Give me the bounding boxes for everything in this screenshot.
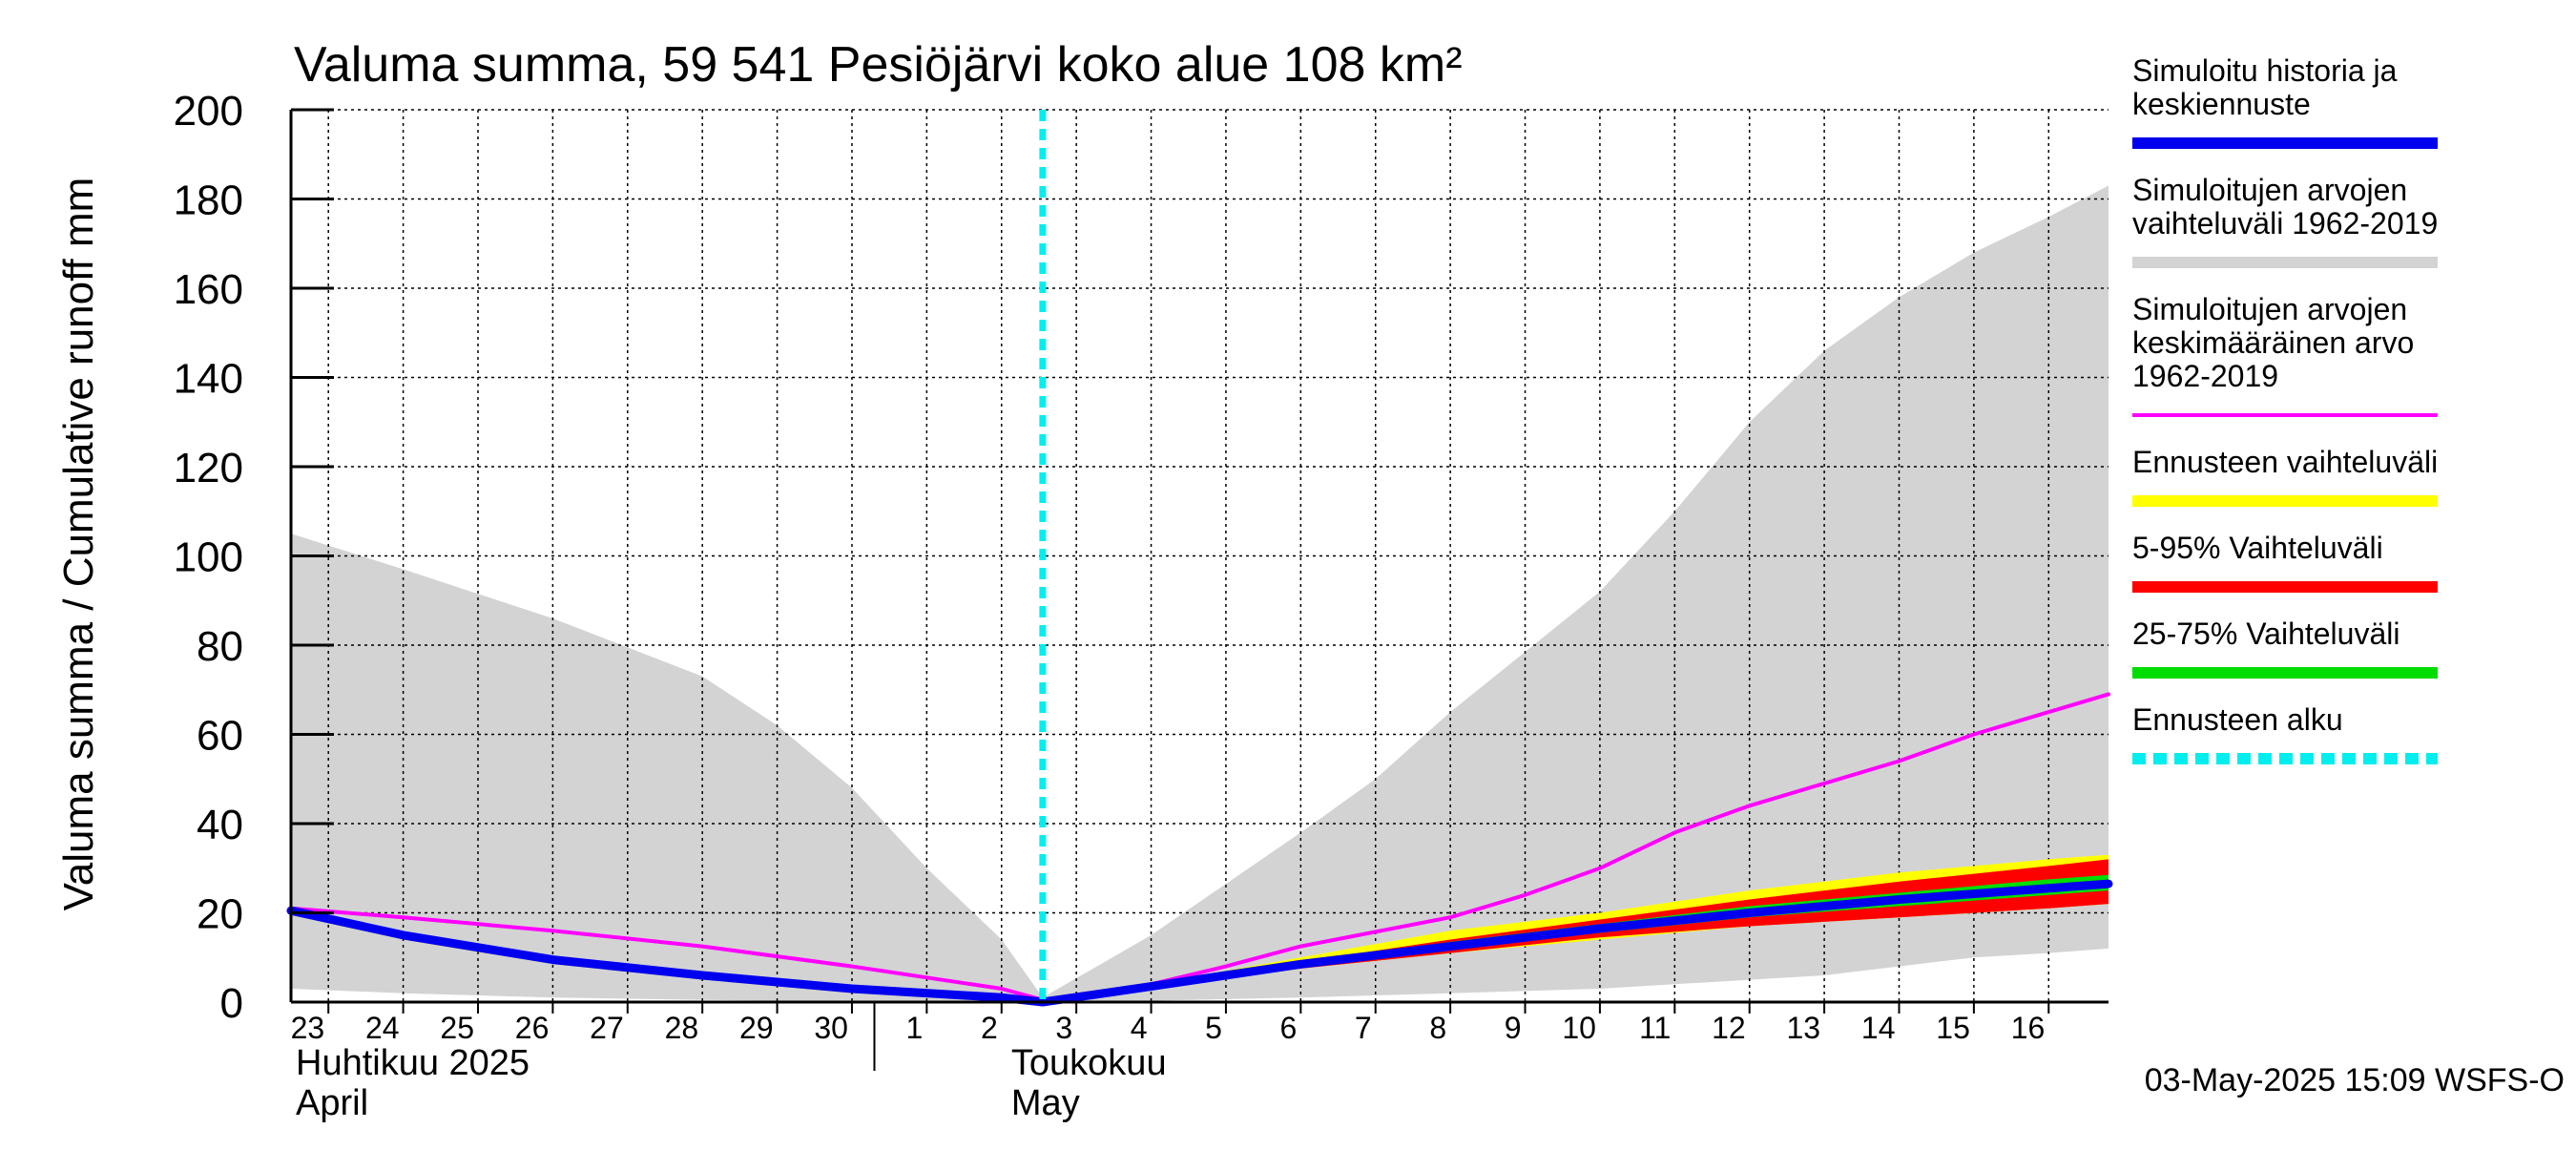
y-tick-label-7: 140 [174, 356, 243, 403]
x-tick-label-9: 2 [981, 1011, 998, 1045]
legend-text-5-0: 25-75% Vaihteluväli [2132, 617, 2399, 651]
month-label-en-0: April [296, 1083, 368, 1123]
legend-text-0-0: Simuloitu historia ja [2132, 53, 2398, 88]
y-tick-label-9: 180 [174, 178, 243, 224]
x-tick-label-7: 30 [814, 1011, 848, 1045]
series-line-4 [289, 692, 2110, 1002]
x-tick-label-2: 25 [440, 1011, 474, 1045]
x-tick-label-3: 26 [515, 1011, 550, 1045]
legend-text-3-0: Ennusteen vaihteluväli [2132, 445, 2438, 479]
legend-text-2-0: Simuloitujen arvojen [2132, 292, 2407, 326]
x-tick-label-20: 13 [1787, 1011, 1821, 1045]
series-line-5 [286, 879, 2113, 1007]
x-tick-label-15: 8 [1429, 1011, 1446, 1045]
legend-text-1-1: vaihteluväli 1962-2019 [2132, 206, 2438, 240]
x-tick-label-23: 16 [2011, 1011, 2046, 1045]
y-tick-label-3: 60 [197, 713, 243, 760]
x-tick-label-14: 7 [1355, 1011, 1372, 1045]
x-tick-label-13: 6 [1280, 1011, 1298, 1045]
x-tick-label-6: 29 [739, 1011, 774, 1045]
y-tick-label-8: 160 [174, 266, 243, 313]
legend-text-1-0: Simuloitujen arvojen [2132, 173, 2407, 207]
y-tick-label-10: 200 [174, 88, 243, 135]
legend-text-6-0: Ennusteen alku [2132, 702, 2343, 737]
legend-text-2-2: 1962-2019 [2132, 359, 2278, 393]
x-tick-label-16: 9 [1505, 1011, 1522, 1045]
y-tick-label-5: 100 [174, 534, 243, 581]
footer-timestamp: 03-May-2025 15:09 WSFS-O [2145, 1062, 2565, 1098]
y-tick-label-6: 120 [174, 445, 243, 491]
y-tick-label-0: 0 [220, 980, 243, 1027]
y-tick-label-2: 40 [197, 802, 243, 848]
x-tick-label-17: 10 [1562, 1011, 1596, 1045]
month-label-fi-0: Huhtikuu 2025 [296, 1043, 530, 1083]
x-tick-label-21: 14 [1861, 1011, 1896, 1045]
month-label-en-1: May [1011, 1083, 1080, 1123]
month-label-fi-1: Toukokuu [1011, 1043, 1167, 1083]
y-axis-label: Valuma summa / Cumulative runoff mm [55, 178, 102, 911]
series-band-0 [291, 185, 2109, 1002]
x-tick-label-10: 3 [1055, 1011, 1072, 1045]
x-tick-label-12: 5 [1205, 1011, 1222, 1045]
x-tick-label-11: 4 [1131, 1011, 1148, 1045]
x-tick-label-4: 27 [590, 1011, 624, 1045]
x-tick-label-0: 23 [291, 1011, 325, 1045]
x-tick-label-8: 1 [906, 1011, 924, 1045]
x-tick-label-19: 12 [1712, 1011, 1746, 1045]
y-tick-label-4: 80 [197, 623, 243, 670]
legend-text-0-1: keskiennuste [2132, 87, 2311, 121]
x-tick-label-5: 28 [665, 1011, 699, 1045]
y-tick-label-1: 20 [197, 891, 243, 938]
legend-text-4-0: 5-95% Vaihteluväli [2132, 531, 2383, 565]
x-tick-label-22: 15 [1936, 1011, 1970, 1045]
x-tick-label-18: 11 [1639, 1011, 1671, 1045]
x-tick-label-1: 24 [365, 1011, 400, 1045]
chart-title: Valuma summa, 59 541 Pesiöjärvi koko alu… [294, 37, 1463, 93]
legend-text-2-1: keskimääräinen arvo [2132, 325, 2414, 360]
